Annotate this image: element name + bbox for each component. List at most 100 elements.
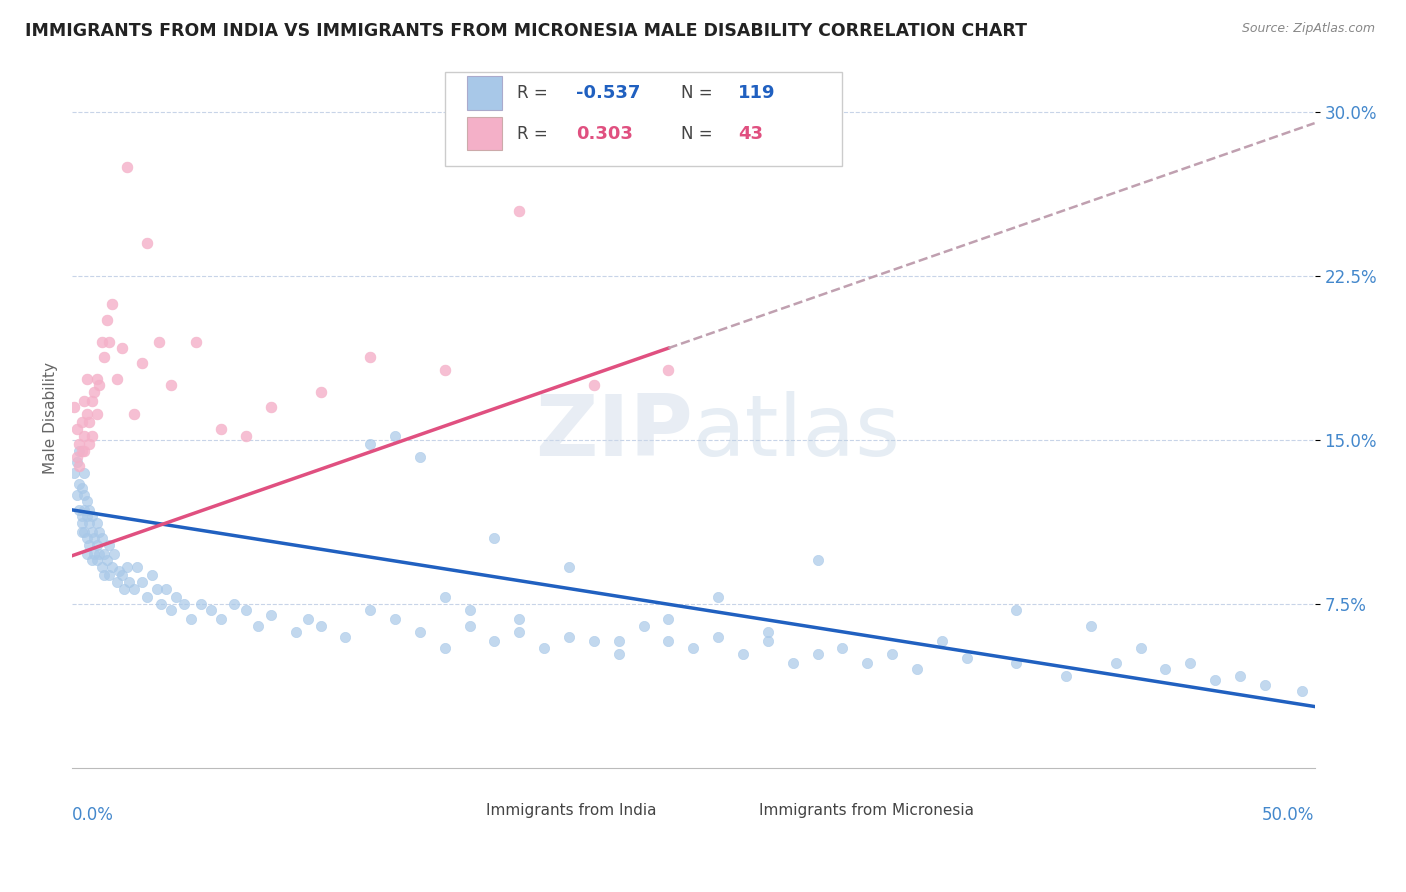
Point [433, 363, 456, 377]
Point [108, 564, 131, 578]
Point [247, 618, 270, 632]
Point [260, 607, 283, 622]
Point [79, 437, 101, 451]
Point [93, 568, 115, 582]
Point [98, 568, 121, 582]
Point [73, 503, 96, 517]
Point [96, 553, 118, 567]
Point [1204, 673, 1226, 688]
Point [657, 634, 679, 648]
Point [209, 612, 232, 626]
Point [657, 363, 679, 377]
Point [707, 591, 730, 605]
Point [76, 372, 98, 386]
Point [103, 547, 125, 561]
Point [409, 450, 432, 465]
Text: R =: R = [517, 84, 553, 102]
Point [180, 612, 202, 626]
Point [186, 334, 208, 349]
Point [80, 524, 103, 539]
Point [458, 618, 481, 632]
Point [73, 524, 96, 539]
Y-axis label: Male Disability: Male Disability [44, 362, 58, 475]
Point [76, 407, 98, 421]
Text: -0.537: -0.537 [576, 84, 641, 102]
Point [335, 630, 357, 644]
Point [73, 466, 96, 480]
Point [111, 568, 134, 582]
Point [882, 647, 904, 661]
Point [79, 516, 101, 530]
Point [70, 524, 93, 539]
Point [484, 531, 506, 545]
Point [79, 538, 101, 552]
Point [69, 503, 91, 517]
Point [558, 559, 581, 574]
Point [433, 640, 456, 655]
Point [76, 547, 98, 561]
Point [297, 612, 319, 626]
Point [115, 160, 138, 174]
Point [63, 466, 86, 480]
Point [222, 597, 245, 611]
Point [359, 437, 381, 451]
Point [69, 476, 91, 491]
Text: N =: N = [681, 84, 717, 102]
Point [284, 625, 307, 640]
Point [86, 538, 108, 552]
Point [145, 582, 167, 596]
Point [905, 662, 928, 676]
Point [115, 559, 138, 574]
Point [135, 236, 157, 251]
Point [582, 378, 605, 392]
Text: R =: R = [517, 125, 553, 143]
Point [76, 531, 98, 545]
Point [73, 443, 96, 458]
Point [70, 516, 93, 530]
Point [160, 378, 183, 392]
Point [66, 422, 89, 436]
Point [558, 630, 581, 644]
Point [165, 591, 187, 605]
Point [83, 384, 105, 399]
Point [131, 574, 153, 589]
Point [384, 428, 406, 442]
Point [682, 640, 704, 655]
Text: atlas: atlas [693, 391, 901, 474]
Point [135, 591, 157, 605]
Point [80, 393, 103, 408]
Point [79, 503, 101, 517]
Point [806, 647, 828, 661]
Bar [467, 76, 502, 110]
Point [190, 597, 212, 611]
Point [1105, 656, 1128, 670]
Point [70, 416, 93, 430]
Point [76, 509, 98, 524]
Text: 50.0%: 50.0% [1263, 806, 1315, 824]
Point [433, 591, 456, 605]
Text: N =: N = [681, 125, 717, 143]
Point [1254, 678, 1277, 692]
Point [98, 334, 121, 349]
Point [90, 559, 112, 574]
Point [70, 443, 93, 458]
Point [141, 568, 163, 582]
Point [508, 203, 530, 218]
Point [131, 356, 153, 370]
Point [1229, 669, 1251, 683]
Point [150, 597, 173, 611]
Point [782, 656, 804, 670]
Point [731, 647, 754, 661]
Point [607, 647, 630, 661]
Point [73, 393, 96, 408]
Point [98, 538, 121, 552]
Point [1054, 669, 1077, 683]
Point [1080, 618, 1102, 632]
Point [86, 372, 108, 386]
Point [806, 553, 828, 567]
Point [160, 603, 183, 617]
Point [533, 640, 555, 655]
Point [200, 603, 222, 617]
Point [1291, 684, 1313, 698]
Point [235, 428, 257, 442]
